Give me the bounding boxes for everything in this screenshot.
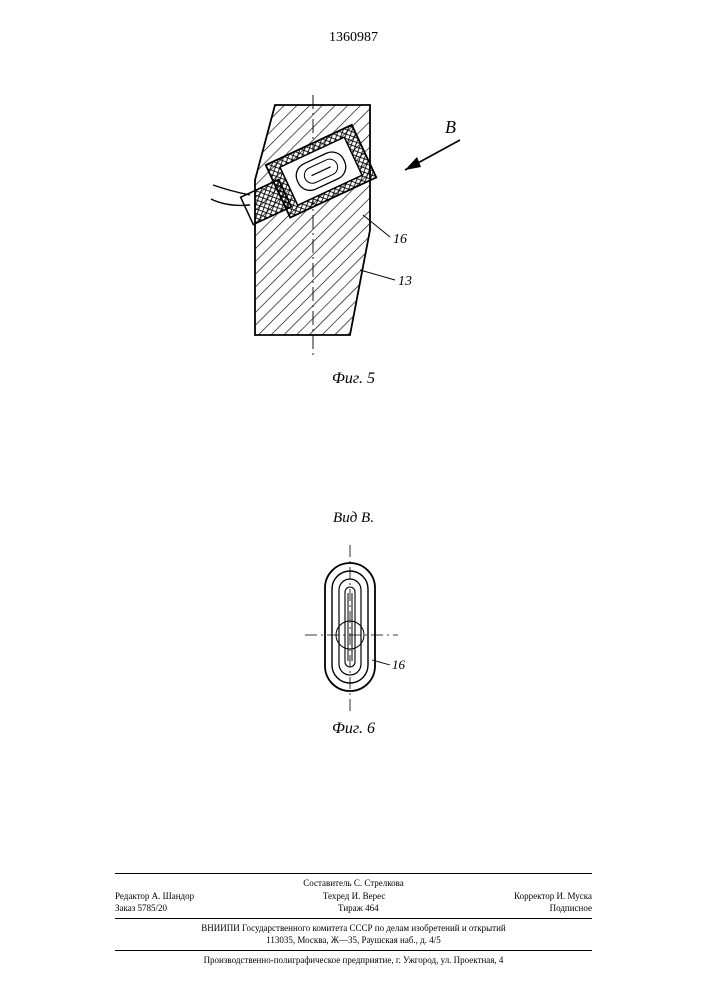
tirazh: Тираж 464	[338, 902, 379, 915]
view-arrow-b: В	[405, 117, 460, 170]
label-16-fig5: 16	[393, 232, 407, 247]
fig5-caption: Фиг. 5	[0, 370, 707, 388]
label-view-b: В	[445, 117, 456, 137]
order-number: Заказ 5785/20	[115, 902, 167, 915]
patent-number: 1360987	[0, 30, 707, 46]
vniipi: ВНИИПИ Государственного комитета СССР по…	[115, 922, 592, 935]
corrector: Корректор И. Муска	[514, 890, 592, 903]
compiler-line: Составитель С. Стрелкова	[115, 877, 592, 890]
figure-5: В 16 13	[205, 95, 485, 355]
podpisnoe: Подписное	[550, 902, 592, 915]
vniipi-address: 113035, Москва, Ж—35, Раушская наб., д. …	[115, 934, 592, 947]
label-16-fig6: 16	[392, 657, 406, 672]
label-13-fig5: 13	[398, 274, 412, 289]
figure-6: 16	[290, 545, 420, 715]
imprint-footer: Составитель С. Стрелкова Редактор А. Шан…	[115, 870, 592, 967]
printer: Производственно-полиграфическое предприя…	[115, 954, 592, 967]
editor: Редактор А. Шандор	[115, 890, 194, 903]
techred: Техред И. Верес	[323, 890, 385, 903]
fig6-title: Вид В.	[0, 510, 707, 527]
fig6-caption: Фиг. 6	[0, 720, 707, 738]
